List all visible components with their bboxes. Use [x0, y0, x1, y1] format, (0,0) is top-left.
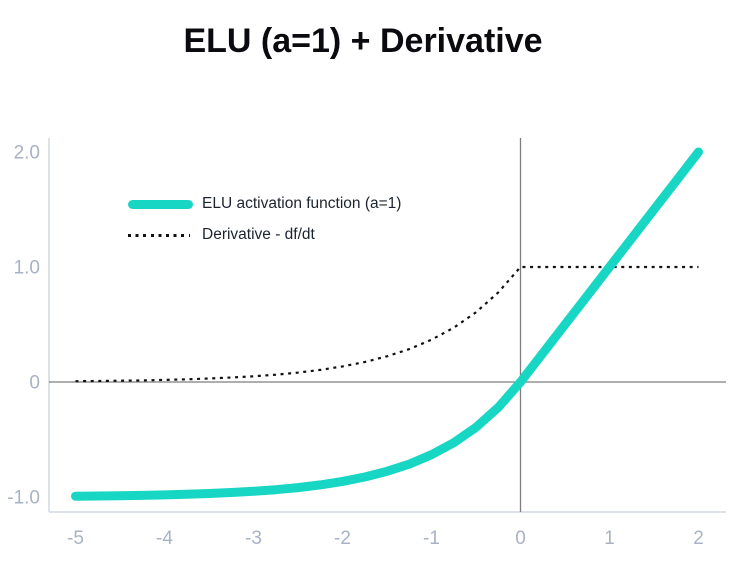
x-tick-label: 2 [693, 528, 704, 549]
x-tick-label: -2 [334, 528, 351, 549]
legend-label-derivative: Derivative - df/dt [202, 226, 315, 243]
derivative-curve [75, 265, 699, 383]
legend-item-elu: ELU activation function (a=1) [128, 193, 401, 215]
derivative-line-swatch [128, 233, 190, 237]
x-tick-label: 0 [515, 528, 526, 549]
elu-line-swatch [128, 199, 193, 209]
y-tick-label: 0 [29, 373, 40, 394]
x-tick-label: -4 [156, 528, 173, 549]
legend-label-elu: ELU activation function (a=1) [202, 195, 402, 212]
y-tick-label: 2.0 [14, 143, 40, 164]
x-tick-label: -5 [67, 528, 84, 549]
elu-curve [71, 147, 703, 501]
chart-title: ELU (a=1) + Derivative [183, 22, 543, 60]
y-tick-label: 1.0 [14, 258, 40, 279]
legend-item-derivative: Derivative - df/dt [128, 224, 401, 246]
x-tick-label: 1 [604, 528, 615, 549]
x-tick-label: -1 [423, 528, 440, 549]
y-tick-label: -1.0 [7, 488, 40, 509]
x-tick-label: -3 [245, 528, 262, 549]
legend: ELU activation function (a=1) Derivative… [128, 193, 401, 246]
